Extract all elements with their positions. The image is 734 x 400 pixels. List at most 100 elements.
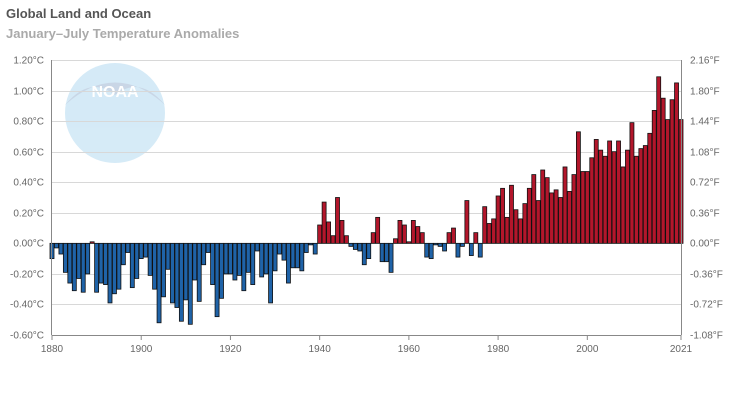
bar	[611, 151, 617, 244]
bar	[348, 242, 354, 247]
bar	[192, 242, 198, 281]
bar	[393, 238, 398, 244]
bar	[286, 242, 291, 284]
bar	[312, 242, 318, 255]
bar	[437, 242, 443, 247]
bar	[344, 235, 349, 244]
bar	[219, 242, 224, 299]
y2-tick-label: -1.08°F	[690, 331, 723, 342]
bar	[245, 242, 251, 273]
y-tick-label: 1.20°C	[13, 56, 44, 67]
bar	[263, 242, 269, 275]
x-tick-label: 2021	[670, 344, 693, 355]
chart-title: Global Land and Ocean	[6, 6, 152, 21]
y2-tick-label: 1.08°F	[690, 148, 720, 159]
bar	[629, 122, 635, 244]
bar	[303, 242, 309, 253]
bar	[620, 166, 626, 244]
bar	[526, 187, 532, 244]
bar	[638, 148, 644, 244]
bar	[473, 232, 479, 244]
bar	[232, 242, 238, 281]
y-tick-label: -0.60°C	[10, 331, 44, 342]
bar	[544, 177, 550, 244]
y-tick-label: 0.40°C	[13, 178, 44, 189]
bar	[187, 242, 193, 325]
bar	[553, 189, 559, 244]
bar	[308, 242, 314, 246]
bar	[147, 242, 153, 276]
bar	[201, 242, 207, 266]
bar	[495, 195, 501, 244]
bar	[406, 241, 412, 244]
bar	[598, 149, 604, 244]
bar	[94, 242, 100, 293]
bar	[567, 190, 572, 244]
bar	[509, 184, 514, 244]
bar	[460, 242, 465, 247]
bar	[120, 242, 126, 266]
bar	[575, 131, 581, 244]
bar	[633, 155, 639, 244]
chart-subtitle: January–July Temperature Anomalies	[6, 26, 240, 41]
bar	[625, 149, 630, 244]
bar	[415, 226, 421, 244]
bar	[477, 242, 483, 258]
bar	[125, 242, 131, 253]
bar	[433, 242, 439, 246]
bar	[464, 200, 470, 244]
y-tick-label: 0.60°C	[13, 148, 44, 159]
bar	[571, 174, 577, 244]
bar	[223, 242, 229, 275]
bar	[388, 242, 394, 273]
bar	[500, 187, 505, 244]
bar	[138, 242, 144, 260]
bar	[540, 169, 546, 244]
bar	[402, 224, 407, 244]
bar	[656, 76, 662, 244]
bar	[214, 242, 220, 318]
bar	[317, 224, 323, 244]
bar	[250, 242, 256, 285]
bar	[339, 220, 345, 244]
y2-tick-label: -0.72°F	[690, 300, 723, 311]
bar	[428, 242, 434, 260]
bar	[384, 242, 389, 263]
bar	[277, 242, 282, 255]
bar	[442, 242, 447, 252]
bar	[558, 197, 563, 244]
bar	[165, 242, 171, 270]
bar	[504, 216, 510, 244]
bar	[379, 242, 385, 263]
bar	[562, 166, 568, 244]
bar	[352, 242, 358, 250]
bar	[156, 242, 162, 324]
x-tick-label: 1880	[41, 344, 64, 355]
bar	[76, 242, 82, 279]
bar	[54, 242, 59, 249]
bar	[366, 242, 372, 260]
bar	[669, 99, 675, 244]
bar	[62, 242, 68, 273]
y-tick-label: 1.00°C	[13, 87, 44, 98]
bar	[281, 242, 287, 261]
y2-tick-label: 0.36°F	[690, 209, 720, 220]
y-tick-label: -0.40°C	[10, 300, 44, 311]
bar	[89, 241, 95, 244]
x-tick-label: 1980	[487, 344, 510, 355]
bar	[607, 140, 613, 244]
bar	[143, 242, 149, 258]
y-tick-label: 0.20°C	[13, 209, 44, 220]
bar	[580, 171, 586, 244]
bar	[174, 242, 180, 308]
bar	[531, 174, 537, 244]
bar	[482, 206, 488, 244]
bar	[321, 201, 327, 244]
bar	[259, 242, 265, 278]
bar	[522, 203, 528, 244]
bar	[584, 171, 590, 244]
bar	[326, 221, 331, 244]
svg-text:NOAA: NOAA	[91, 84, 139, 101]
